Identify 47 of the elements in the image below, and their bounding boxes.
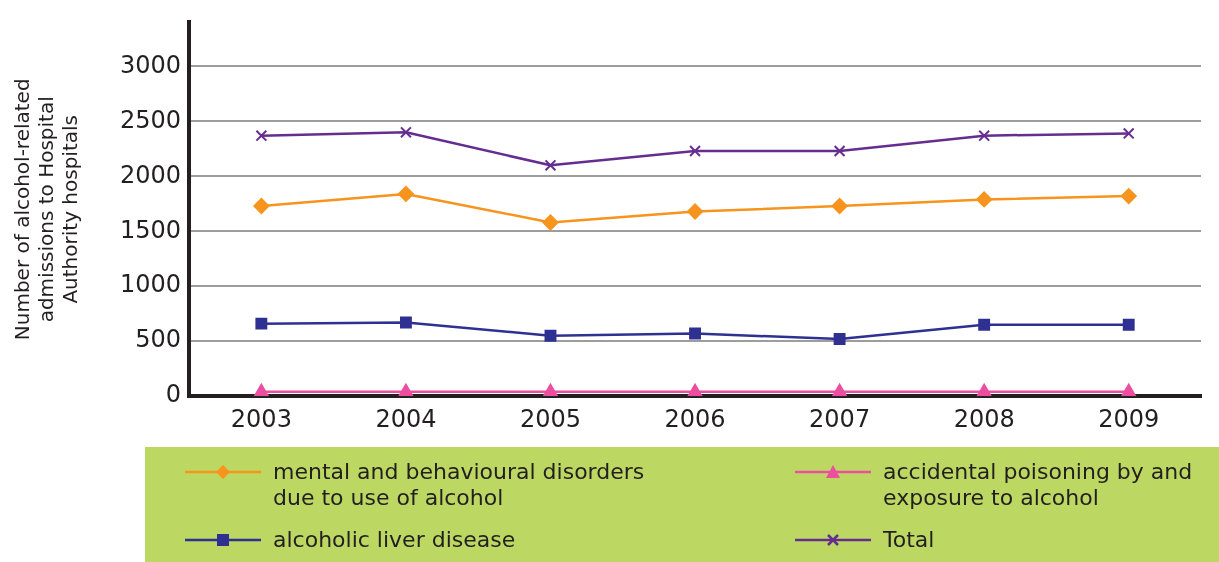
point <box>978 129 991 142</box>
legend-label: mental and behavioural disorders due to use of alcohol <box>273 459 646 511</box>
point <box>399 126 412 139</box>
x-tick-label: 2009 <box>1098 404 1160 433</box>
y-tick-label: 1500 <box>120 215 182 244</box>
point <box>397 185 414 202</box>
y-tick-label: 3000 <box>120 50 182 79</box>
point <box>977 383 992 397</box>
x-tick-label: 2007 <box>809 404 871 433</box>
x-tick-label: 2003 <box>230 404 292 433</box>
point <box>689 327 701 340</box>
point <box>833 333 846 345</box>
point <box>399 316 412 329</box>
x-tick-label: 2006 <box>664 404 726 433</box>
x-tick-label: 2004 <box>375 404 437 433</box>
point <box>542 214 559 231</box>
point <box>1120 188 1137 205</box>
point <box>833 145 846 157</box>
point <box>253 198 270 214</box>
point <box>1122 318 1135 331</box>
point <box>254 383 269 397</box>
legend-label: Total <box>883 526 936 553</box>
point <box>543 383 558 397</box>
point <box>689 145 701 157</box>
point <box>1122 127 1135 140</box>
point <box>1121 383 1136 397</box>
point <box>687 203 704 220</box>
legend-label: alcoholic liver disease <box>273 526 517 553</box>
x-tick-label: 2005 <box>519 404 582 433</box>
point <box>255 129 268 142</box>
point <box>976 191 993 208</box>
y-tick-label: 2500 <box>120 105 182 134</box>
y-tick-label: 1000 <box>120 270 182 299</box>
point <box>255 317 268 330</box>
y-tick-label: 500 <box>135 325 182 354</box>
point <box>832 383 847 397</box>
point <box>544 159 557 172</box>
y-axis-title: Number of alcohol-related admissions to Hospital Authority hospitals <box>10 78 83 341</box>
x-tick-label: 2008 <box>953 404 1015 433</box>
point <box>544 329 557 342</box>
point <box>687 383 703 397</box>
point <box>978 318 991 331</box>
y-tick-label: 0 <box>165 380 182 409</box>
point <box>831 198 848 214</box>
point <box>398 383 413 397</box>
y-tick-label: 2000 <box>120 160 182 189</box>
legend-label: accidental poisoning by and exposure to alcohol <box>883 459 1194 511</box>
